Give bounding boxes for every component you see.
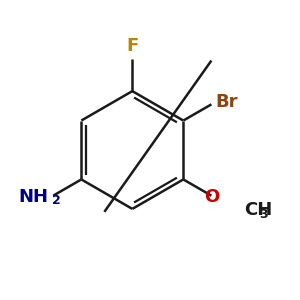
Text: O: O (204, 188, 219, 206)
Text: Br: Br (216, 93, 238, 111)
Text: NH: NH (19, 188, 49, 206)
Text: CH: CH (244, 201, 272, 219)
Text: 2: 2 (52, 194, 61, 207)
Text: F: F (126, 37, 139, 55)
Text: 3: 3 (260, 208, 268, 221)
